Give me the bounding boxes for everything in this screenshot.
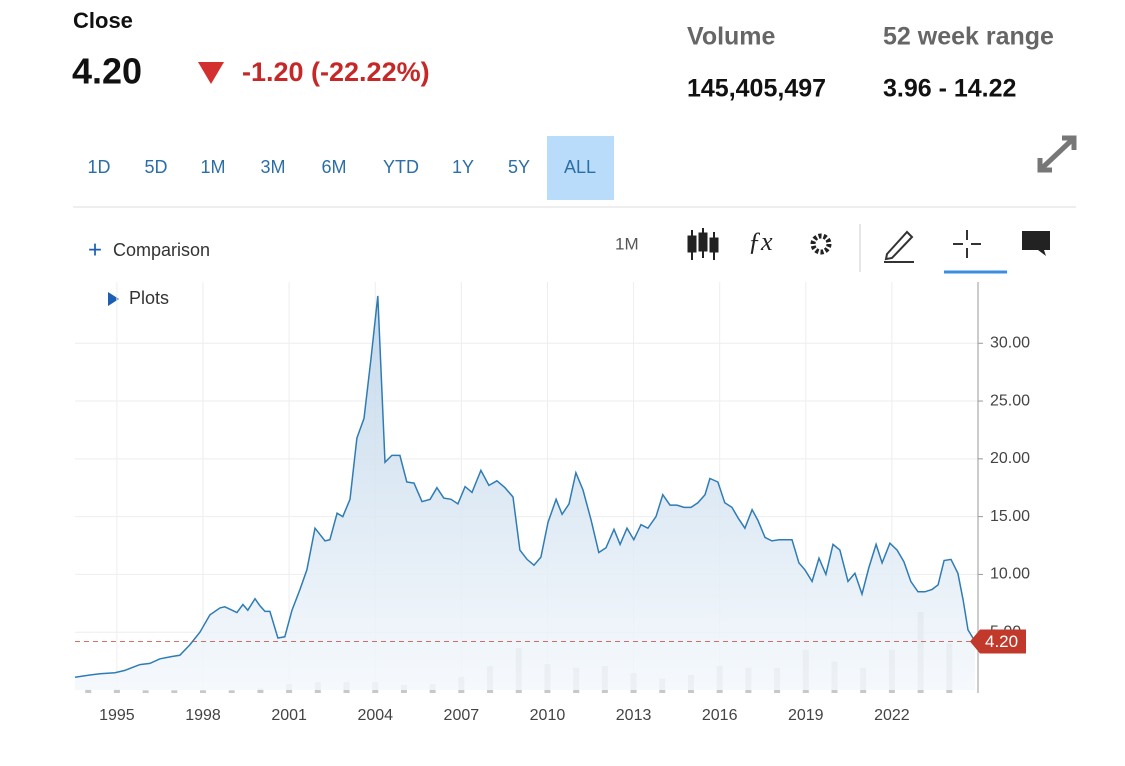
volume-bar [171, 690, 178, 693]
range-button[interactable]: 3M [260, 157, 285, 177]
down-arrow [198, 62, 224, 84]
volume-bar [257, 688, 264, 693]
x-tick-label: 2001 [271, 707, 307, 724]
change: -1.20 (-22.22%) [242, 57, 430, 87]
range-button[interactable]: 1Y [452, 157, 474, 177]
comment-icon[interactable] [1022, 231, 1050, 256]
volume-bar [142, 690, 149, 693]
range-button[interactable]: ALL [564, 157, 596, 177]
y-tick-label: 15.00 [990, 508, 1030, 525]
area-fill [75, 295, 976, 690]
volume-value: 145,405,497 [687, 75, 826, 103]
volume-bar [85, 689, 92, 693]
range-label: 52 week range [883, 23, 1054, 51]
crosshair-icon[interactable] [953, 230, 981, 258]
price: 4.20 [72, 51, 142, 92]
x-tick-label: 2022 [874, 707, 910, 724]
price-line [74, 295, 976, 679]
y-tick-label: 30.00 [990, 334, 1030, 351]
range-button[interactable]: YTD [383, 157, 419, 177]
volume-bar [228, 690, 235, 693]
candle-icon[interactable] [687, 228, 719, 260]
comparison-button[interactable]: Comparison [113, 240, 210, 260]
y-tick-label: 25.00 [990, 392, 1030, 409]
range-value: 3.96 - 14.22 [883, 75, 1016, 103]
x-tick-label: 2004 [357, 707, 393, 724]
plus-icon[interactable]: + [88, 236, 102, 263]
range-button[interactable]: 1M [200, 157, 225, 177]
y-tick-label: 20.00 [990, 450, 1030, 467]
chart: 1995 1998 2001 2004 2007 2010 2013 2016 2019 2022… [74, 282, 1030, 724]
volume-bar [200, 690, 207, 693]
last-price-label: 4.20 [985, 632, 1018, 651]
volume-bar [113, 689, 120, 693]
x-tick-label: 1995 [99, 707, 135, 724]
x-tick-label: 2013 [616, 707, 652, 724]
range-selected-bg [547, 136, 614, 200]
interval-button[interactable]: 1M [615, 234, 639, 253]
range-button[interactable]: 5D [144, 157, 167, 177]
x-tick-label: 2010 [530, 707, 566, 724]
range-button[interactable]: 1D [87, 157, 110, 177]
range-button[interactable]: 6M [321, 157, 346, 177]
settings-icon[interactable] [810, 233, 832, 255]
range-button[interactable]: 5Y [508, 157, 530, 177]
x-tick-label: 1998 [185, 707, 221, 724]
plots-arrow[interactable] [108, 292, 119, 306]
x-tick-label: 2019 [788, 707, 824, 724]
draw-icon[interactable] [884, 230, 914, 263]
y-tick-label: 10.00 [990, 566, 1030, 583]
x-tick-label: 2016 [702, 707, 738, 724]
fx-icon[interactable]: ƒx [748, 227, 773, 256]
close-label: Close [73, 8, 133, 33]
volume-label: Volume [687, 23, 776, 51]
expand-icon[interactable] [1037, 135, 1077, 173]
plots-button[interactable]: Plots [129, 288, 169, 308]
last-price-tag [970, 629, 1026, 654]
x-tick-label: 2007 [444, 707, 480, 724]
